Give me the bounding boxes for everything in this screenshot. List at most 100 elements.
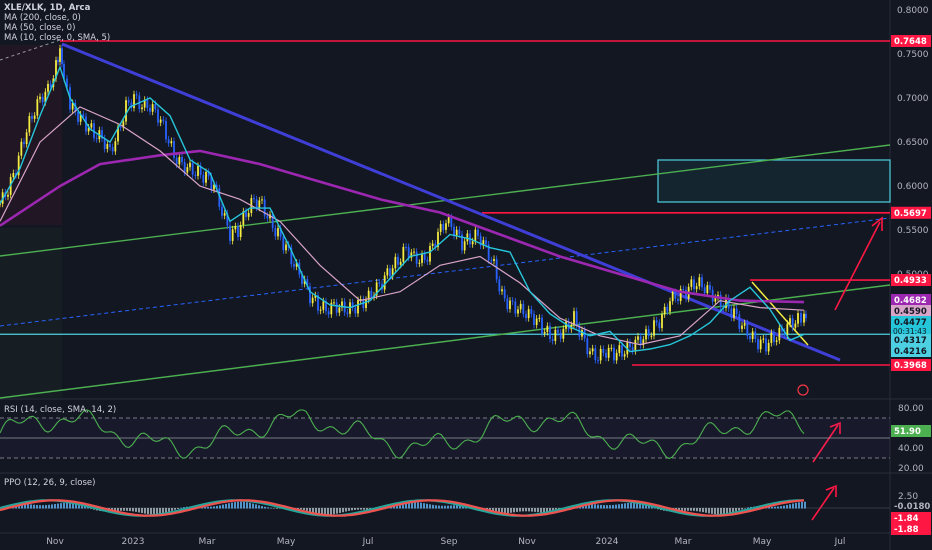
candle-body: [693, 279, 695, 290]
ppo-hist: [396, 505, 398, 509]
candle-body: [378, 282, 381, 284]
candle-body: [293, 264, 295, 267]
ppo-hist: [183, 507, 185, 509]
ppo-hist: [456, 505, 458, 509]
ppo-hist: [123, 508, 125, 511]
candle-body: [730, 308, 733, 318]
ppo-hist: [768, 506, 770, 509]
candle-body: [71, 102, 74, 110]
ppo-hist: [273, 508, 275, 509]
candle-body: [645, 329, 647, 340]
candle-body: [450, 217, 453, 227]
candle-body: [591, 348, 594, 352]
candle-body: [533, 313, 535, 326]
candle-body: [503, 289, 506, 299]
candle-body: [12, 173, 15, 178]
ppo-hist: [84, 506, 86, 509]
candle-body: [685, 289, 687, 299]
candle-body: [170, 141, 173, 144]
ppo-current-2-bg: [891, 523, 931, 535]
candle-body: [394, 256, 397, 269]
ppo-hist: [636, 502, 638, 509]
candle-body: [242, 211, 245, 226]
candle-body: [181, 156, 183, 163]
ppo-hist: [717, 508, 719, 515]
candle-body: [354, 307, 357, 314]
candle-body: [671, 292, 674, 302]
candle-body: [159, 119, 162, 123]
candle-body: [677, 298, 679, 301]
ppo-hist: [315, 508, 317, 514]
candle-body: [149, 107, 151, 112]
legend: XLE/XLK, 1D, Arca MA (200, close, 0) MA …: [4, 3, 110, 43]
ppo-hist: [168, 508, 170, 512]
ppo-hist: [711, 508, 713, 514]
ppo-hist: [591, 504, 593, 509]
candle-body: [199, 165, 202, 175]
candle-body: [506, 298, 509, 310]
tag-0.4317-bg: [891, 334, 931, 346]
x-tick-label: 2023: [122, 537, 145, 547]
ppo-hist: [228, 503, 230, 509]
ppo-signal: [0, 499, 805, 517]
candle-body: [229, 225, 231, 241]
y-axis: 0.80000.75000.70000.65000.60000.55000.50…: [891, 6, 931, 535]
candle-body: [602, 348, 605, 353]
ppo-hist: [774, 506, 776, 509]
candle-body: [445, 223, 447, 230]
candle-body: [322, 301, 325, 310]
candle-body: [701, 277, 703, 288]
candle-body: [178, 156, 181, 165]
ppo-hist: [150, 508, 152, 515]
x-tick-label: Nov: [46, 537, 64, 547]
candle-body: [28, 116, 31, 133]
ppo-hist: [171, 508, 173, 511]
candle-body: [786, 323, 789, 336]
candle-body: [101, 130, 103, 139]
candle-body: [431, 243, 434, 247]
dashed-top: [0, 39, 61, 61]
rsi-tick-label: 40.00: [898, 444, 924, 454]
ppo-hist: [507, 508, 509, 514]
ppo-hist: [120, 508, 122, 511]
projection-arrow-head: [871, 216, 883, 231]
candle-body: [725, 297, 727, 308]
ppo-hist: [681, 508, 683, 512]
candle-body: [226, 213, 229, 226]
tag-ma200: 0.4682: [894, 296, 927, 306]
ppo-hist: [60, 503, 62, 509]
y-tick-label: 0.8000: [897, 6, 929, 16]
candle-body: [167, 139, 170, 144]
ppo-hist: [408, 502, 410, 509]
candle-body: [335, 302, 338, 313]
candle-body: [391, 268, 394, 277]
tag-0.4216-bg: [891, 345, 931, 357]
ppo-hist: [348, 508, 350, 511]
candle-body: [202, 174, 205, 183]
candle-body: [330, 302, 333, 315]
ppo-hist: [501, 508, 503, 514]
tag-0.5697: 0.5697: [894, 209, 927, 219]
ppo-label: PPO (12, 26, 9, close): [4, 478, 96, 488]
candle-body: [522, 303, 525, 315]
candle-body: [541, 317, 543, 334]
ppo-hist: [153, 508, 155, 515]
candle-body: [317, 295, 319, 311]
ppo-hist: [741, 508, 743, 510]
x-tick-label: Jul: [362, 537, 374, 547]
candle-body: [437, 231, 439, 248]
x-tick-label: Mar: [199, 537, 216, 547]
candle-body: [727, 297, 730, 309]
candle-body: [266, 215, 269, 219]
ppo-hist: [732, 508, 734, 513]
legend-ma200: MA (200, close, 0): [4, 13, 81, 23]
ppo-hist: [354, 508, 356, 510]
candle-body: [175, 157, 178, 165]
candle-body: [682, 288, 685, 290]
ppo-hist: [90, 508, 92, 509]
candle-body: [103, 138, 106, 149]
ppo-hist: [300, 508, 302, 510]
ppo-hist: [27, 504, 29, 509]
ppo-hist: [135, 508, 137, 512]
